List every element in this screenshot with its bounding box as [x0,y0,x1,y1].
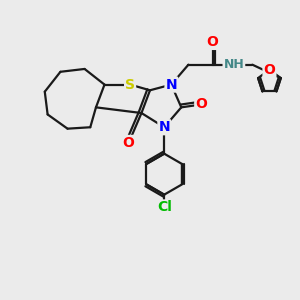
Text: O: O [207,35,218,49]
Text: NH: NH [224,58,244,71]
Text: O: O [195,98,207,112]
Text: Cl: Cl [157,200,172,214]
Text: N: N [166,78,177,92]
Text: O: O [263,63,275,77]
Text: S: S [125,78,135,92]
Text: O: O [123,136,135,150]
Text: N: N [158,120,170,134]
